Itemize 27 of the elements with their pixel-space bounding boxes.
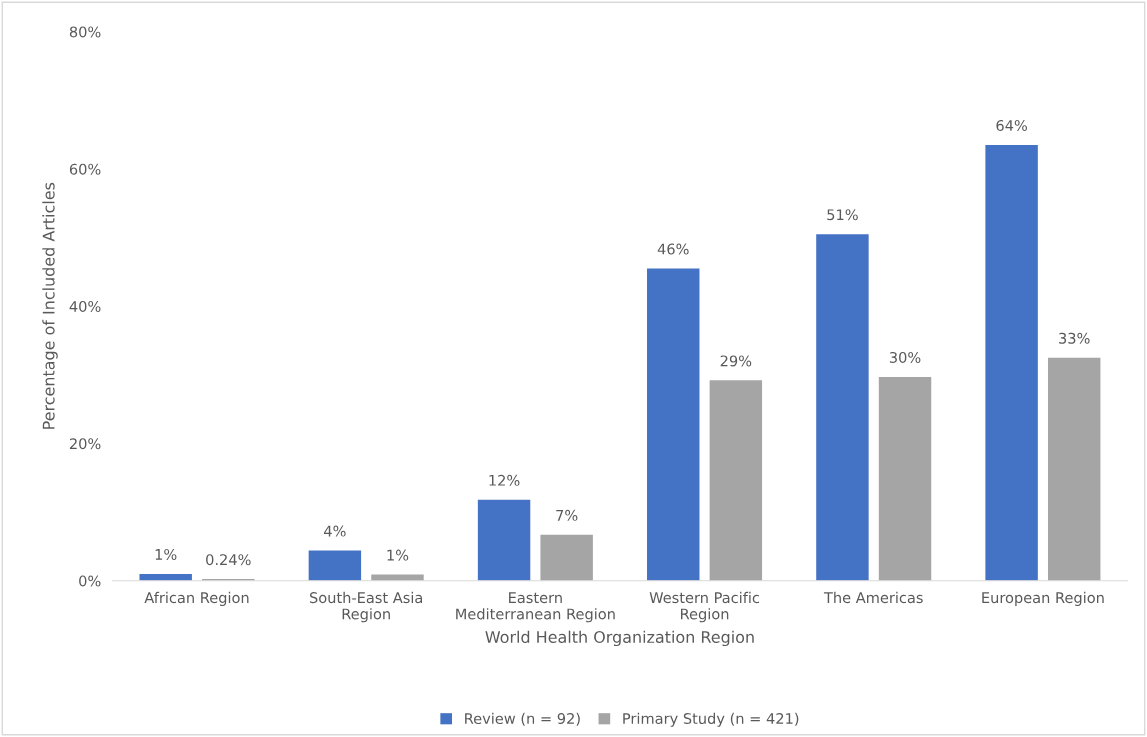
data-label: 7% — [556, 509, 578, 521]
x-tick-label: European Region — [982, 591, 1104, 606]
y-tick-label: 40% — [69, 300, 101, 312]
x-tick-label: South-East Asia Region — [309, 591, 423, 623]
data-label: 46% — [657, 243, 689, 255]
y-tick-label: 20% — [69, 438, 101, 450]
y-axis-title: Percentage of Included Articles — [42, 182, 58, 429]
data-label: 1% — [387, 549, 409, 561]
x-tick-label: Western Pacific Region — [649, 591, 760, 623]
data-label: 30% — [889, 351, 921, 363]
legend-label: Review (n = 92) — [465, 712, 580, 726]
x-tick-label: African Region — [144, 591, 249, 606]
x-tick-label: The Americas — [823, 591, 923, 604]
data-label: 51% — [827, 209, 858, 221]
legend-label: Primary Study (n = 421) — [623, 712, 799, 727]
data-label: 1% — [155, 548, 177, 560]
data-label: 64% — [996, 119, 1028, 131]
data-label: 33% — [1059, 332, 1090, 344]
x-tick-label: Eastern Mediterranean Region — [456, 592, 615, 623]
data-label: 29% — [720, 355, 752, 367]
x-axis-title: World Health Organization Region — [485, 630, 754, 647]
data-label: 12% — [489, 474, 520, 486]
y-tick-label: 0% — [79, 575, 101, 587]
y-tick-label: 60% — [69, 163, 101, 175]
data-label: 4% — [324, 525, 346, 537]
y-tick-label: 80% — [69, 26, 101, 38]
data-label: 0.24% — [206, 554, 251, 566]
